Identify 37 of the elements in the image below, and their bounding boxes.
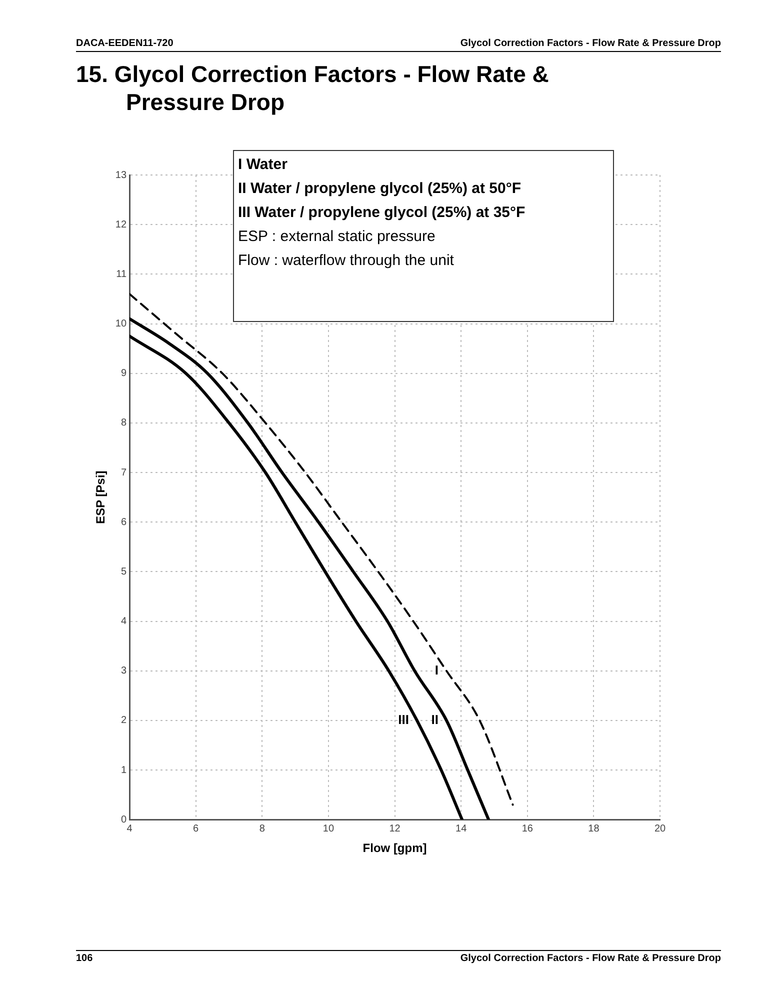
y-tick-label: 12 [115, 219, 127, 230]
series-label: II [431, 712, 438, 728]
x-tick-label: 12 [389, 823, 401, 834]
text: 106 [76, 953, 93, 964]
y-tick-label: 11 [116, 268, 127, 280]
x-tick-label: 18 [588, 823, 600, 834]
y-tick-label: 1 [120, 764, 127, 776]
y-tick-label: 2 [120, 715, 127, 726]
x-tick-label: 14 [456, 823, 468, 834]
x-tick-label: 6 [193, 823, 200, 834]
series-label: I [434, 662, 438, 678]
annotation: ESP : external static pressure [238, 227, 436, 247]
y-tick-label: 6 [120, 516, 127, 528]
x-axis-title: Flow [gpm] [362, 841, 427, 856]
annotation: Flow : waterflow through the unit [238, 251, 455, 271]
series-label: III [398, 712, 409, 728]
x-tick-label: 8 [259, 823, 266, 834]
text: Glycol Correction Factors - Flow Rate & Pressure Drop [460, 38, 721, 49]
y-tick-label: 10 [115, 318, 127, 330]
y-tick-label: 5 [120, 566, 127, 578]
y-tick-label: 4 [120, 616, 127, 628]
text: DACA-EEDEN11-720 [76, 38, 174, 49]
y-tick-label: 13 [115, 170, 127, 181]
y-axis-title: ESP [Psi] [94, 470, 108, 524]
text: Glycol Correction Factors - Flow Rate & Pressure Drop [460, 953, 721, 964]
y-tick-label: 8 [120, 418, 127, 429]
y-tick-label: 3 [120, 666, 127, 677]
chart-title: 15. Glycol Correction Factors - Flow Rate & Pressure Drop [76, 60, 550, 116]
annotation: II Water / propylene glycol (25%) at 50°F [238, 179, 522, 199]
text: I Water [238, 156, 288, 173]
x-tick-label: 10 [322, 823, 334, 834]
y-tick-label: 7 [120, 467, 127, 478]
x-tick-label: 16 [522, 823, 534, 834]
x-tick-label: 20 [654, 823, 666, 834]
y-tick-label: 0 [120, 814, 127, 826]
annotation: III Water / propylene glycol (25%) at 35°F [238, 203, 526, 223]
y-tick-label: 9 [120, 368, 127, 380]
